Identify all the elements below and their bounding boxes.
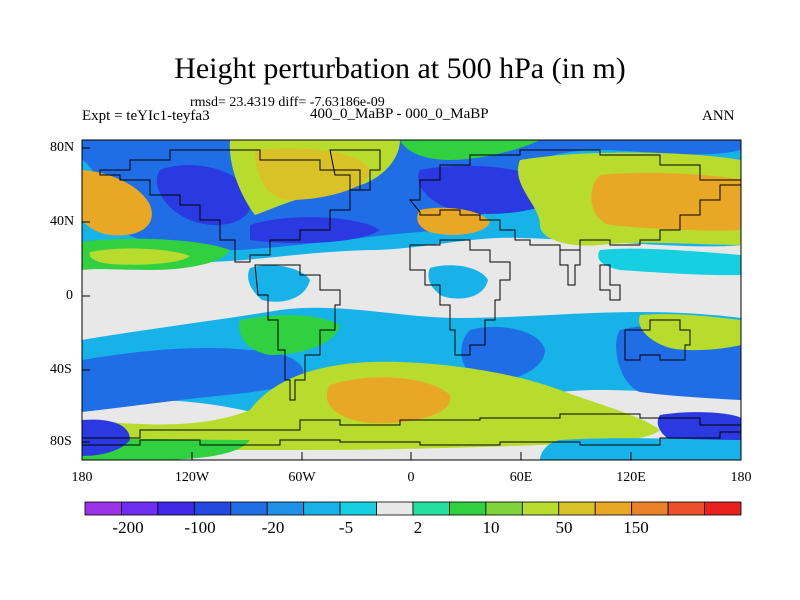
colorbar-label-neg200: -200 [112, 518, 144, 537]
ylabel-40n: 40N [50, 214, 75, 229]
colorbar-swatch-11 [485, 501, 523, 516]
coast-australia [624, 319, 691, 361]
colorbar-label-neg20: -20 [261, 518, 285, 537]
xlabel-60w: 60W [288, 470, 316, 485]
contour-south-blue-2 [461, 326, 545, 381]
coast-africa [409, 239, 511, 356]
coast-eurasia [408, 149, 741, 251]
ylabel-80n: 80N [50, 140, 75, 155]
colorbar-swatch-16 [667, 501, 705, 516]
coast-se-asia [599, 264, 621, 301]
colorbar-swatch-4 [230, 501, 268, 516]
contour-north-orange [255, 148, 370, 200]
colorbar-swatch-15 [631, 501, 669, 516]
coast-north-america [99, 149, 361, 263]
colorbar-label-2: 2 [413, 518, 423, 537]
coast-greenland [329, 149, 381, 191]
colorbar-swatch-2 [157, 501, 195, 516]
xlabel-60e: 60E [509, 470, 533, 485]
contour-trop-yellow-west [89, 248, 190, 265]
colorbar-swatch-9 [412, 501, 450, 516]
contour-south-orange [326, 377, 451, 424]
coast-south-america [254, 264, 341, 401]
colorbar-swatch-3 [193, 501, 232, 516]
colorbar-label-10: 10 [482, 518, 500, 537]
colorbar-swatch-13 [558, 501, 596, 516]
contour-field [82, 140, 741, 460]
contour-south-blue [82, 348, 304, 412]
xlabel-180-left: 180 [71, 470, 93, 485]
colorbar-swatch-7 [339, 501, 377, 516]
xlabel-120e: 120E [616, 470, 646, 485]
contour-north-darkblue [156, 164, 252, 226]
coastlines [82, 149, 741, 446]
ylabel-40s: 40S [50, 362, 72, 377]
colorbar-swatch-17 [704, 501, 742, 516]
colorbar-swatch-8 [376, 501, 414, 516]
colorbar-swatch-14 [594, 501, 633, 516]
colorbar-swatch-1 [121, 501, 159, 516]
contour-south-green [239, 315, 340, 355]
ylabel-80s: 80S [50, 434, 72, 449]
xlabel-180-right: 180 [730, 470, 752, 485]
experiment-label: Expt = teYIc1-teyfa3 [82, 108, 210, 124]
coast-india [559, 249, 581, 286]
xlabel-120w: 120W [174, 470, 210, 485]
axis-ticks [81, 147, 742, 460]
colorbar-swatch-0 [84, 501, 122, 516]
colorbar-label-50: 50 [555, 518, 573, 537]
colorbar-swatch-5 [266, 501, 305, 516]
colorbar-label-neg5: -5 [338, 518, 354, 537]
stats-text: rmsd= 23.4319 diff= -7.63186e-09 [190, 95, 385, 110]
colorbar-label-150: 150 [623, 518, 649, 537]
colorbar-label-neg100: -100 [184, 518, 216, 537]
xlabel-0: 0 [407, 470, 415, 485]
ylabel-0: 0 [66, 288, 73, 303]
period-label: 400_0_MaBP - 000_0_MaBP [310, 106, 489, 122]
contour-ne-orange [591, 172, 741, 231]
contour-trop-cyan [598, 248, 741, 276]
season-label: ANN [702, 108, 735, 124]
contour-trop-lightblue-2 [428, 265, 488, 299]
colorbar-swatch-12 [521, 501, 560, 516]
colorbar [84, 501, 742, 516]
contour-nw-orange [82, 170, 152, 236]
contour-north-green [400, 140, 540, 160]
coast-antarctica [82, 413, 741, 446]
map-title: Height perturbation at 500 hPa (in m) [174, 52, 626, 85]
contour-trop-lightblue-1 [248, 265, 310, 302]
colorbar-swatch-6 [303, 501, 341, 516]
colorbar-swatch-10 [449, 501, 487, 516]
contour-bottom-lightblue [540, 438, 741, 460]
